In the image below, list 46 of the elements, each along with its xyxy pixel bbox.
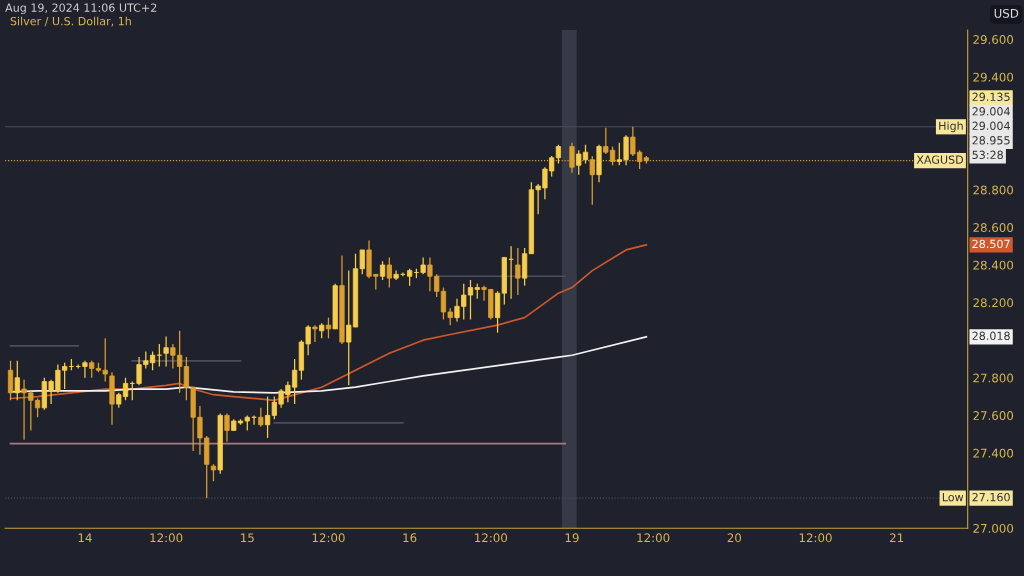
annotation: 28.507 (972, 239, 1010, 249)
ref-line-label: XAGUSD (916, 155, 964, 164)
y-tick-label: 28.400 (973, 260, 1014, 270)
annotation: 27.160 (972, 492, 1010, 502)
y-tick-label: 28.200 (973, 298, 1014, 308)
candlestick (163, 335, 169, 368)
candlestick (379, 260, 386, 281)
x-tick-label: 20 (727, 533, 742, 543)
ref-line-label: High (939, 121, 963, 133)
annotation: 29.135 (972, 92, 1010, 102)
y-tick-label: 27.000 (973, 523, 1014, 533)
candlestick (312, 324, 318, 343)
x-tick-label: 21 (890, 533, 904, 543)
text: Aug 19, 2024 11:06 UTC+2 (5, 3, 157, 15)
y-tick-label: 29.400 (973, 72, 1014, 82)
candlestick (515, 247, 521, 296)
y-tick-label: 29.600 (973, 35, 1014, 45)
candlestick (82, 360, 88, 379)
y-tick-label: 27.600 (973, 411, 1014, 421)
candlestick (224, 412, 230, 443)
candlestick (325, 316, 332, 339)
text: 53:28 (972, 150, 1003, 160)
ref-line-label: Low (942, 493, 964, 502)
chart-title: Silver / U.S. Dollar, 1h (10, 16, 131, 27)
x-tick-label: 12:00 (312, 533, 345, 543)
x-tick-label: 12:00 (637, 533, 670, 543)
y-tick-label: 28.600 (973, 223, 1014, 233)
candlestick (7, 360, 14, 401)
x-tick-label: 15 (241, 533, 254, 543)
candlestick (386, 256, 392, 289)
x-tick-label: 16 (403, 533, 417, 543)
x-tick-label: 12:00 (475, 533, 508, 543)
y-axis-title: USD (994, 8, 1019, 18)
y-tick-label: 28.800 (973, 185, 1014, 195)
text: 28.955 (972, 136, 1010, 145)
x-tick-label: 12:00 (150, 533, 183, 543)
text: 29.004 (972, 107, 1010, 116)
x-tick-label: 12:00 (799, 533, 832, 543)
candlestick (258, 407, 264, 428)
y-tick-label: 27.800 (973, 373, 1014, 383)
annotation: 28.018 (972, 331, 1010, 341)
x-tick-label: 19 (565, 533, 579, 543)
y-tick-label: 27.400 (973, 448, 1014, 458)
text: 29.004 (972, 121, 1010, 131)
candlestick (14, 360, 20, 401)
x-tick-label: 14 (78, 533, 92, 543)
